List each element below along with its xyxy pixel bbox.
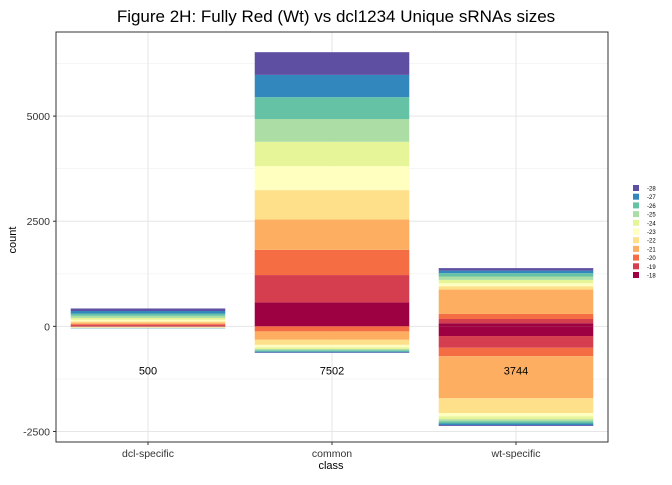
bar-segment [439,326,594,336]
bar-segment [255,302,410,326]
legend-label: -27 [647,195,656,201]
legend-swatch [633,237,639,243]
bar-segment [255,275,410,302]
legend-swatch [633,185,639,191]
bar-segment [71,318,226,320]
bar-segment [439,290,594,314]
legend: -28 -27 -26 -25 -24 -23 -22 -21 -20 -19 -18 [633,185,656,280]
bar-segment [439,319,594,323]
bar-segment [255,142,410,166]
legend-swatch [633,255,639,261]
bar-segment [255,340,410,345]
bar-segment [255,326,410,331]
legend-swatch [633,211,639,217]
bar-segment [71,308,226,311]
bar-segment [439,314,594,319]
bar-segment [439,323,594,326]
legend-label: -20 [647,256,656,262]
bar-segment [71,321,226,322]
bar-segment [255,97,410,119]
total-count-label: 500 [139,366,157,378]
total-count-label: 3744 [504,366,528,378]
bar-segment [439,413,594,416]
bar-segment [71,320,226,321]
legend-swatch [633,202,639,208]
legend-label: -21 [647,247,656,253]
bar-segment [255,75,410,97]
bar-segment [255,52,410,75]
bar-segment [71,314,226,316]
legend-swatch [633,246,639,252]
legend-swatch [633,220,639,226]
legend-label: -26 [647,204,656,210]
bar-segment [439,348,594,356]
legend-label: -23 [647,230,656,236]
bar-segment [255,331,410,339]
y-tick-label: 5000 [27,111,51,123]
bar-segment [71,324,226,325]
y-axis-label: count [7,227,19,254]
bar-segment [439,416,594,419]
bar-segment [255,349,410,350]
bar-segment [439,277,594,280]
y-tick-label: 0 [44,321,50,333]
x-tick-label: wt-specific [490,448,540,460]
legend-swatch [633,229,639,235]
legend-label: -24 [647,221,656,227]
legend-swatch [633,272,639,278]
bar-segment [439,421,594,423]
x-tick-label: dcl-specific [122,448,174,460]
bar-segment [439,336,594,348]
bar-segment [71,311,226,314]
chart-title: Figure 2H: Fully Red (Wt) vs dcl1234 Uni… [117,7,555,26]
bar-segment [439,425,594,426]
bar-segment [439,271,594,274]
bar-segment [255,347,410,349]
bar-segment [439,273,594,276]
bar-segment [255,250,410,275]
legend-label: -18 [647,274,656,280]
bar-segment [255,119,410,142]
legend-swatch [633,263,639,269]
total-count-label: 7502 [320,366,344,378]
bar-segment [71,325,226,326]
bar-segment [255,345,410,348]
bar-segment [255,352,410,353]
bar-segment [71,323,226,324]
legend-swatch [633,194,639,200]
bar-segment [439,419,594,421]
bar-segment [71,326,226,327]
bar-segment [255,350,410,351]
y-tick-label: -2500 [23,426,50,438]
legend-label: -22 [647,239,656,245]
legend-label: -28 [647,187,656,193]
bar-segment [439,283,594,286]
bar-segment [255,220,410,250]
bar-segment [439,423,594,425]
legend-label: -19 [647,265,656,271]
bar-segment [71,316,226,318]
bar-segment [439,280,594,283]
x-tick-label: common [312,448,352,460]
legend-label: -25 [647,213,656,219]
bar-segment [439,286,594,289]
bar-segment [255,190,410,219]
bar-segment [439,268,594,271]
bar-segment [255,166,410,190]
bar-segment [439,398,594,413]
y-tick-label: 2500 [27,216,51,228]
x-axis-label: class [318,460,344,472]
